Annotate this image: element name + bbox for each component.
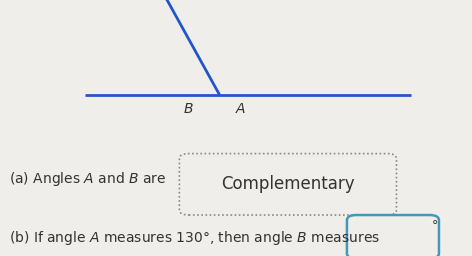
Text: (a) Angles $\mathit{A}$ and $\mathit{B}$ are: (a) Angles $\mathit{A}$ and $\mathit{B}$… [9, 170, 167, 188]
Text: $B$: $B$ [184, 102, 194, 116]
Text: °: ° [432, 219, 438, 232]
FancyBboxPatch shape [347, 215, 439, 256]
Text: Complementary: Complementary [221, 175, 355, 193]
FancyBboxPatch shape [179, 154, 396, 215]
Text: (b) If angle $\mathit{A}$ measures 130°, then angle $\mathit{B}$ measures: (b) If angle $\mathit{A}$ measures 130°,… [9, 229, 380, 247]
Text: $A$: $A$ [235, 102, 246, 116]
